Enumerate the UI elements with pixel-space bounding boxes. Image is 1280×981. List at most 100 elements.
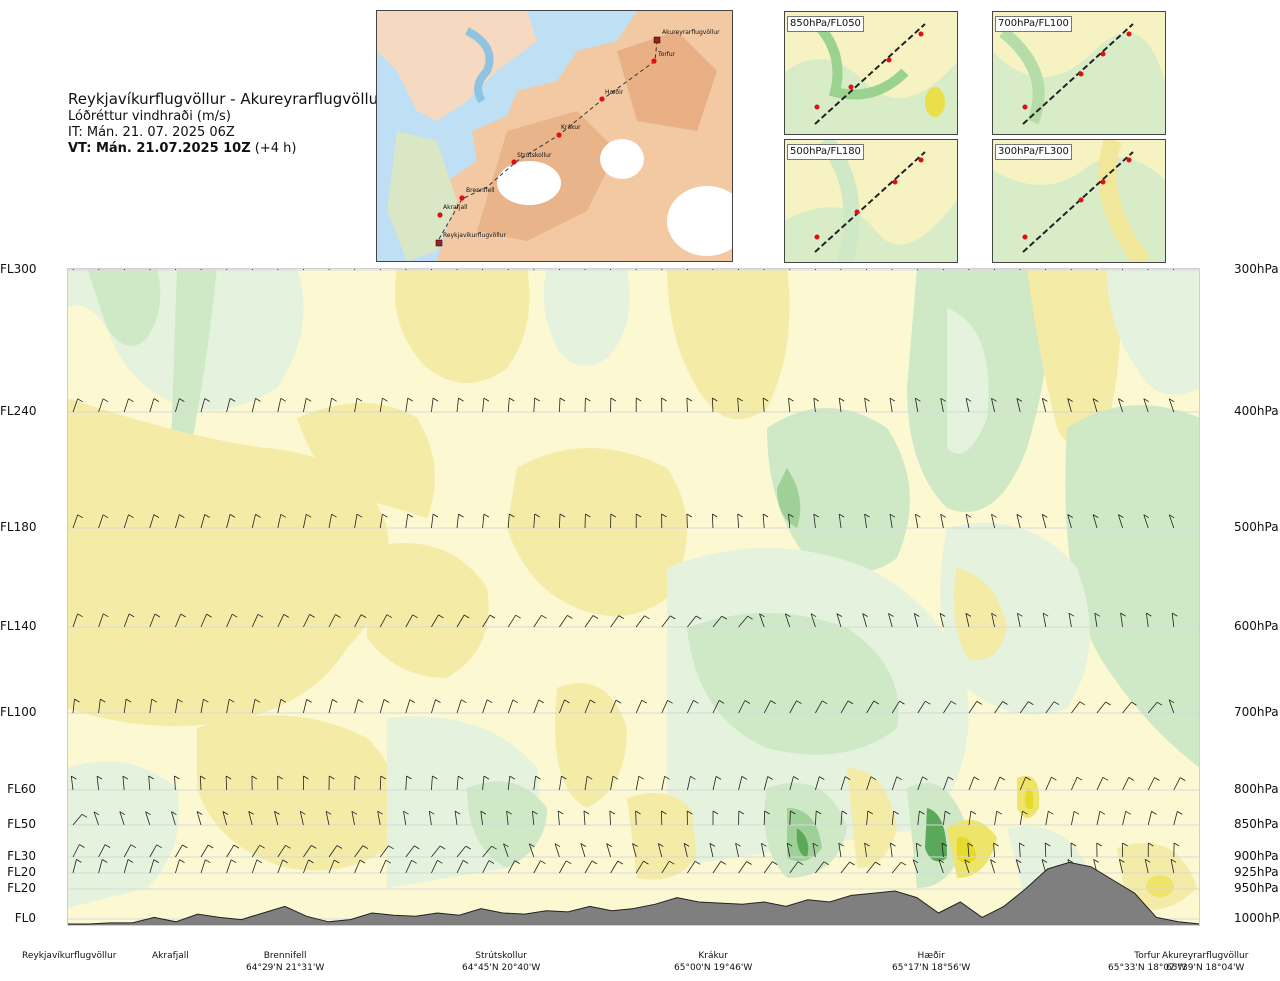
fl-tick-180: FL180 bbox=[0, 520, 37, 534]
wind-barb bbox=[840, 861, 855, 874]
wind-barb bbox=[533, 699, 544, 714]
wind-barb bbox=[712, 776, 722, 791]
wind-barb bbox=[98, 514, 109, 529]
wind-barb bbox=[200, 613, 212, 628]
wind-barb bbox=[1071, 776, 1083, 791]
wind-barb bbox=[889, 397, 896, 413]
wind-barb bbox=[149, 844, 162, 858]
map-label-strutskollur: Strútskollur bbox=[517, 152, 552, 159]
wind-barb bbox=[761, 842, 767, 858]
wind-barb bbox=[96, 775, 103, 791]
wind-barb bbox=[175, 698, 183, 714]
wind-barb bbox=[303, 845, 317, 858]
wind-barb bbox=[1168, 398, 1175, 413]
wind-barb bbox=[303, 859, 314, 874]
wind-barb bbox=[812, 842, 819, 858]
wind-barb bbox=[610, 775, 619, 791]
wind-barb bbox=[431, 513, 439, 529]
wind-barb bbox=[482, 775, 490, 791]
wind-barb bbox=[580, 843, 587, 858]
wind-barb bbox=[990, 859, 996, 874]
wind-barb bbox=[912, 859, 919, 874]
wind-barb bbox=[454, 810, 461, 826]
wind-barb bbox=[431, 845, 446, 858]
fl-tick-30: FL30 bbox=[7, 849, 36, 863]
wind-barb bbox=[940, 397, 946, 413]
fl-tick-140: FL140 bbox=[0, 619, 37, 633]
x-loc-coord: 65°00'N 19°46'W bbox=[674, 963, 753, 973]
map-label-haedir: Hæðir bbox=[605, 89, 624, 96]
wind-barb bbox=[379, 614, 393, 628]
wind-barb bbox=[862, 613, 868, 628]
wind-barb bbox=[810, 613, 817, 628]
wind-barb bbox=[917, 776, 928, 791]
map-label-akrafjall: Akrafjall bbox=[443, 204, 468, 211]
x-loc-akureyri: Akureyrarflugvöllur 65°39'N 18°04'W bbox=[1162, 950, 1248, 974]
wind-barb bbox=[584, 397, 591, 413]
wind-barb bbox=[738, 810, 745, 826]
wind-barb bbox=[965, 513, 972, 529]
wind-barb bbox=[123, 613, 135, 628]
wind-barb bbox=[98, 698, 106, 714]
wind-barb bbox=[610, 513, 617, 529]
wind-barb bbox=[1019, 701, 1034, 714]
wind-barb bbox=[788, 513, 794, 529]
wind-barb bbox=[175, 514, 185, 529]
wind-barb bbox=[1170, 858, 1177, 874]
wind-barb bbox=[1092, 514, 1099, 529]
wind-barb bbox=[815, 861, 830, 874]
route-map: Akureyrarflugvöllur Torfur Hæðir Krákur … bbox=[376, 10, 733, 262]
wind-barb bbox=[687, 860, 701, 874]
wind-barb bbox=[1092, 398, 1099, 413]
wind-barb bbox=[559, 860, 572, 874]
wind-barb bbox=[1144, 858, 1151, 874]
wind-barb bbox=[813, 397, 820, 413]
wind-barb bbox=[431, 397, 439, 413]
wind-barb bbox=[815, 700, 828, 714]
wind-barb bbox=[98, 613, 109, 628]
wind-barb bbox=[405, 775, 412, 791]
wind-barb bbox=[864, 513, 870, 529]
valid-time-lead: (+4 h) bbox=[254, 141, 297, 156]
wind-barb bbox=[122, 775, 129, 791]
wind-barb bbox=[788, 397, 794, 413]
wind-barb bbox=[661, 860, 675, 874]
wind-barb bbox=[584, 860, 598, 874]
wind-barb bbox=[738, 700, 751, 714]
wind-barb bbox=[533, 614, 547, 628]
wind-barb bbox=[1016, 398, 1023, 413]
wind-barb bbox=[991, 513, 997, 529]
pressure-tick-925: 925hPa bbox=[1234, 865, 1279, 879]
wind-barb bbox=[815, 776, 825, 791]
wind-barb bbox=[480, 810, 487, 826]
wind-barb bbox=[917, 810, 925, 826]
fl-tick-60: FL60 bbox=[7, 782, 36, 796]
x-loc-strutskollur: Strútskollur 64°45'N 20°40'W bbox=[462, 950, 540, 974]
wind-barb bbox=[813, 513, 820, 529]
wind-barb bbox=[891, 861, 907, 874]
wind-barb bbox=[840, 776, 851, 791]
wind-barb bbox=[72, 514, 83, 529]
x-loc-coord: 65°17'N 18°56'W bbox=[892, 963, 971, 973]
wind-barb bbox=[277, 844, 291, 858]
wind-barb bbox=[72, 698, 80, 714]
wind-barb bbox=[915, 513, 921, 529]
pressure-tick-800: 800hPa bbox=[1234, 782, 1279, 796]
wind-barb bbox=[251, 514, 261, 529]
wind-barb bbox=[506, 810, 512, 826]
wind-barb bbox=[1173, 842, 1180, 858]
wind-barb bbox=[482, 614, 496, 628]
wind-barb bbox=[328, 397, 337, 413]
level-map-300-label: 300hPa/FL300 bbox=[995, 144, 1072, 160]
fl-tick-50: FL50 bbox=[7, 817, 36, 831]
wind-barb bbox=[559, 699, 570, 714]
wind-barb bbox=[838, 842, 845, 858]
x-loc-name: Torfur bbox=[1134, 951, 1160, 961]
wind-barb bbox=[554, 843, 561, 858]
wind-barb bbox=[1042, 612, 1049, 628]
wind-barb bbox=[1143, 398, 1150, 413]
pressure-tick-900: 900hPa bbox=[1234, 849, 1279, 863]
wind-barb bbox=[533, 860, 546, 874]
wind-barb bbox=[123, 859, 134, 874]
wind-barb bbox=[1094, 612, 1101, 628]
